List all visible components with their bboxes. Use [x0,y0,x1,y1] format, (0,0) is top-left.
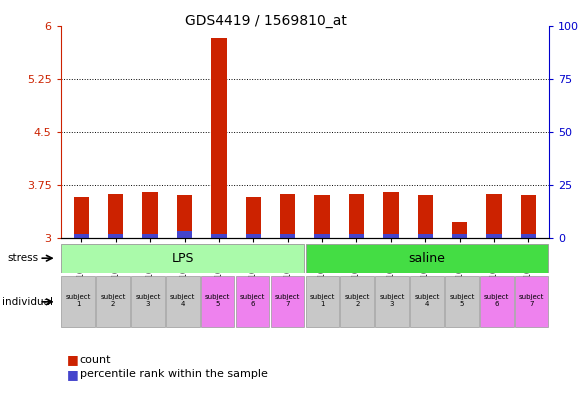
Text: saline: saline [409,252,446,265]
Bar [306,276,339,327]
Text: subject
5: subject 5 [449,294,475,307]
Bar [452,222,468,238]
Bar [452,233,468,238]
Bar [108,233,124,238]
Bar [246,233,261,238]
Text: subject
3: subject 3 [135,294,161,307]
Bar [177,231,192,238]
Bar [166,276,199,327]
Bar [61,244,304,273]
Bar [142,193,158,238]
Bar [211,38,227,238]
Text: subject
4: subject 4 [414,294,440,307]
Bar [280,194,295,238]
Bar [349,233,364,238]
Bar [61,276,95,327]
Text: count: count [80,354,111,365]
Bar [410,276,444,327]
Bar [486,194,502,238]
Bar [211,233,227,238]
Text: subject
2: subject 2 [101,294,125,307]
Bar [486,233,502,238]
Bar [375,276,409,327]
Bar [97,276,130,327]
Text: ■: ■ [66,367,78,381]
Bar [417,195,433,238]
Bar [340,276,374,327]
Bar [349,194,364,238]
Bar [314,195,330,238]
Bar [73,197,89,238]
Bar [131,276,165,327]
Text: subject
5: subject 5 [205,294,231,307]
Text: LPS: LPS [172,252,194,265]
Bar [383,233,399,238]
Bar [201,276,235,327]
Text: subject
7: subject 7 [519,294,544,307]
Bar [417,233,433,238]
Bar [480,276,513,327]
Bar [280,233,295,238]
Bar [314,233,330,238]
Bar [246,197,261,238]
Text: subject
1: subject 1 [65,294,91,307]
Bar [521,195,536,238]
Text: subject
3: subject 3 [379,294,405,307]
Bar [383,193,399,238]
Text: subject
1: subject 1 [310,294,335,307]
Text: subject
4: subject 4 [170,294,195,307]
Bar [515,276,549,327]
Text: subject
6: subject 6 [240,294,265,307]
Bar [271,276,304,327]
Bar [445,276,479,327]
Bar [306,244,549,273]
Bar [73,233,89,238]
Text: subject
7: subject 7 [275,294,300,307]
Text: stress: stress [7,253,38,263]
Bar [236,276,269,327]
Bar [142,233,158,238]
Text: percentile rank within the sample: percentile rank within the sample [80,369,268,379]
Text: GDS4419 / 1569810_at: GDS4419 / 1569810_at [185,14,347,28]
Text: subject
2: subject 2 [344,294,370,307]
Bar [108,194,124,238]
Bar [177,195,192,238]
Bar [521,233,536,238]
Text: individual: individual [2,297,53,307]
Text: subject
6: subject 6 [484,294,509,307]
Text: ■: ■ [66,353,78,366]
